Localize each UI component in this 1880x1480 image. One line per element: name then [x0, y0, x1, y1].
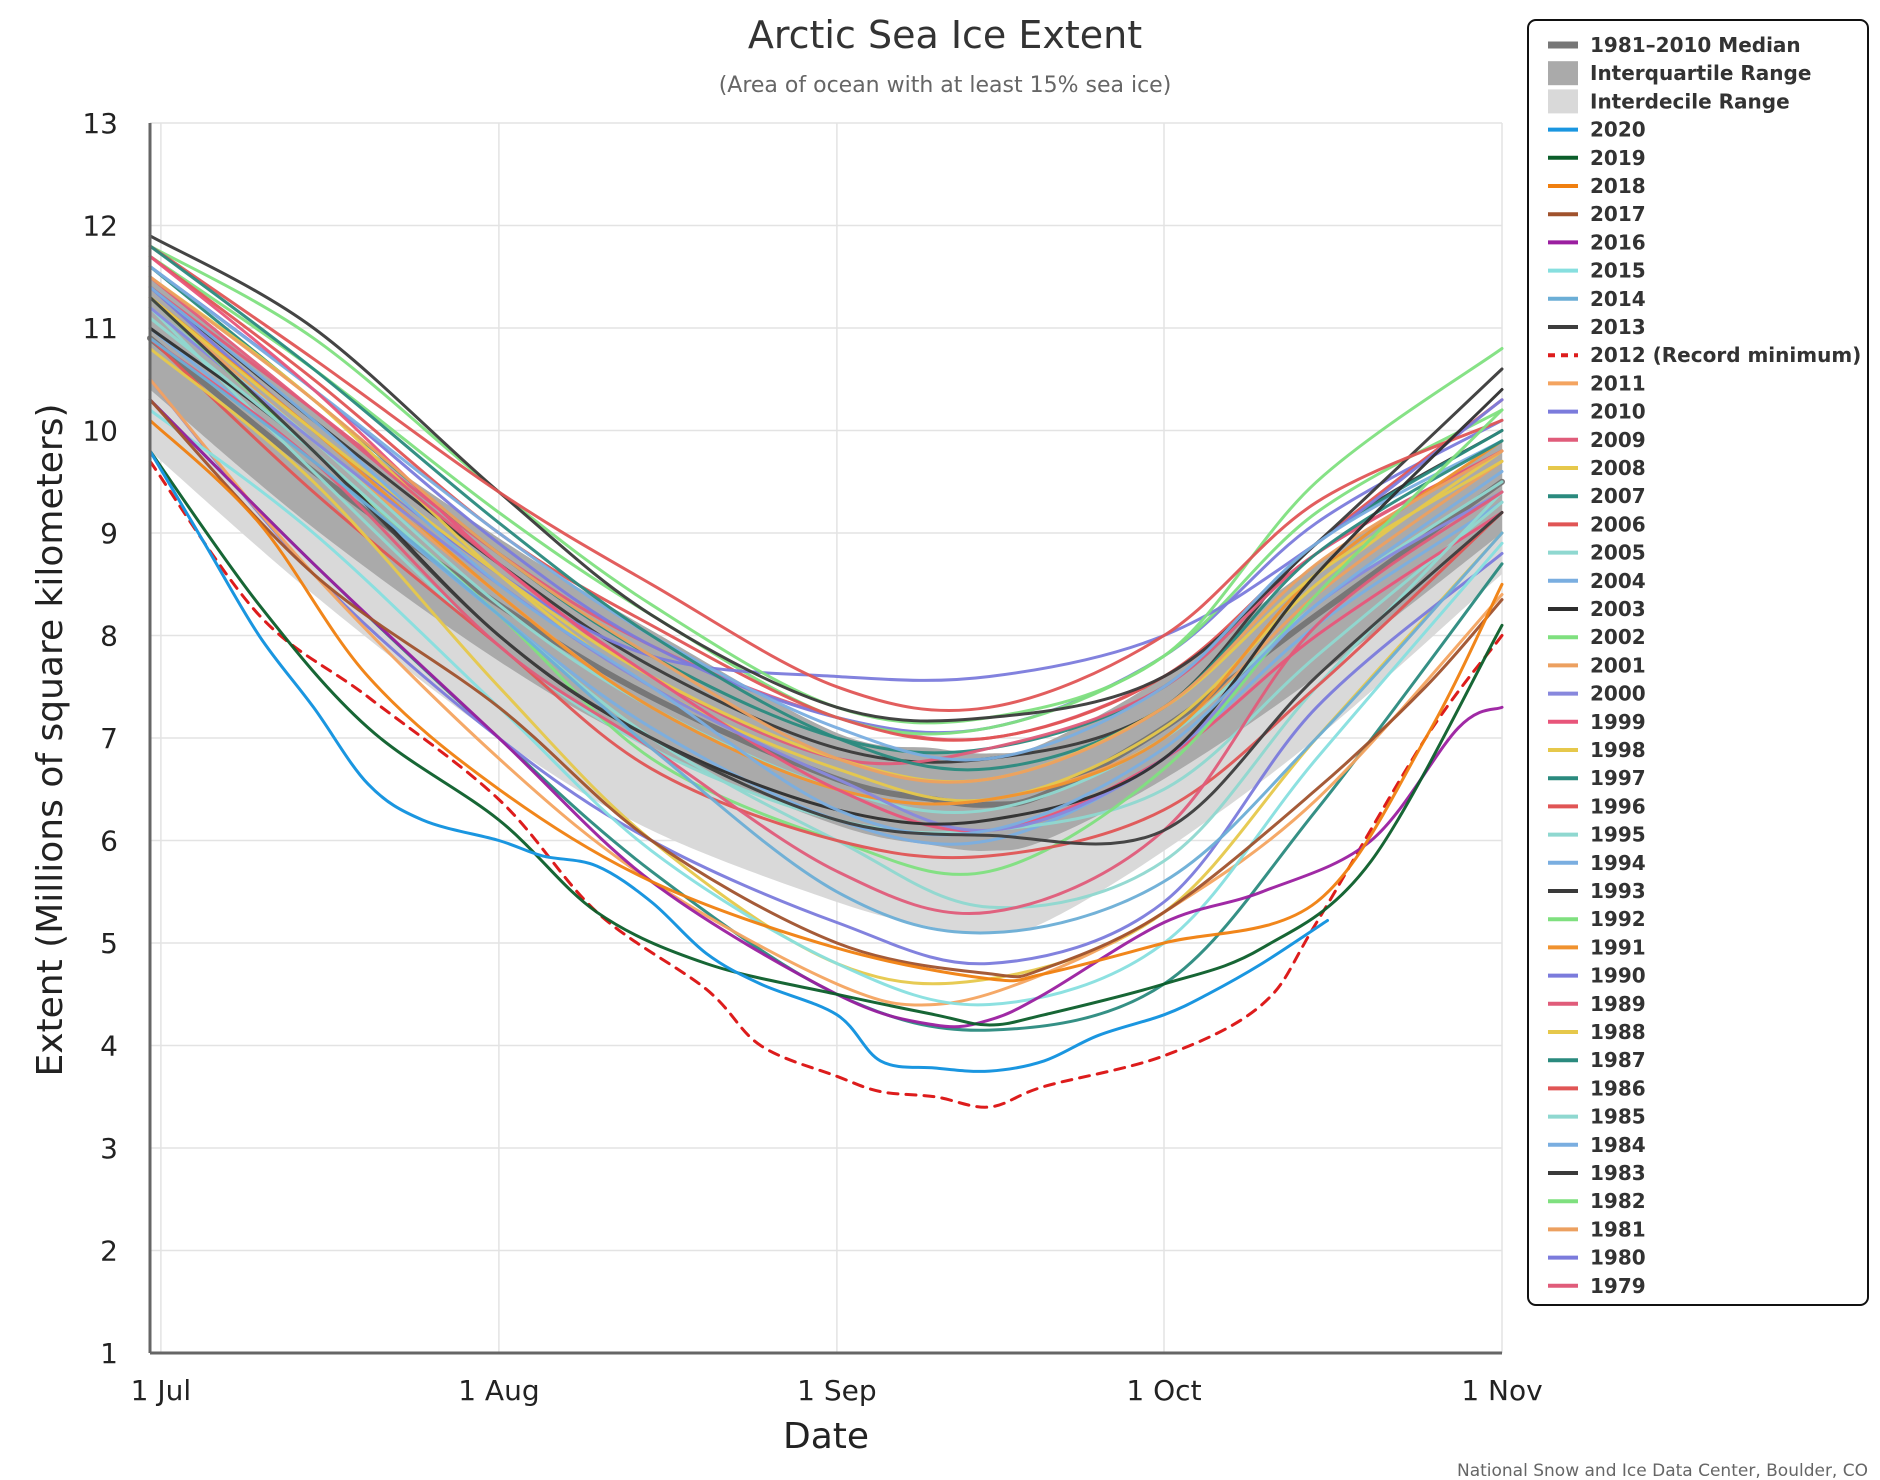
- series-line-2014: [148, 336, 1504, 935]
- legend-swatch: [1548, 89, 1578, 114]
- series-line-2004: [148, 285, 1504, 837]
- legend-label-1985: 1985: [1590, 1105, 1646, 1129]
- x-axis-label: Date: [783, 1416, 869, 1457]
- legend-label-1995: 1995: [1590, 823, 1646, 847]
- legend-label-2015: 2015: [1590, 259, 1646, 283]
- legend-label-2014: 2014: [1590, 287, 1646, 311]
- legend-label-1983: 1983: [1590, 1161, 1646, 1185]
- y-tick-label: 9: [100, 517, 118, 550]
- legend-label-1989: 1989: [1590, 992, 1646, 1016]
- legend-label-1979: 1979: [1590, 1274, 1646, 1298]
- series-line-2019: [148, 449, 1504, 1027]
- legend-label-2012: 2012 (Record minimum): [1590, 343, 1861, 367]
- x-tick-label: 1 Nov: [1461, 1374, 1542, 1407]
- legend-label-1998: 1998: [1590, 738, 1646, 762]
- series-line-2010: [148, 377, 1504, 966]
- legend-label-1987: 1987: [1590, 1048, 1646, 1072]
- x-tick-label: 1 Sep: [797, 1374, 877, 1407]
- legend-label-1992: 1992: [1590, 907, 1646, 931]
- y-tick-label: 11: [82, 312, 118, 345]
- y-tick-label: 6: [100, 825, 118, 858]
- series-line-1999: [148, 254, 1504, 833]
- legend-label-1980: 1980: [1590, 1246, 1646, 1270]
- legend-label-2004: 2004: [1590, 569, 1646, 593]
- legend-box: [1527, 19, 1869, 1306]
- y-tick-label: 1: [100, 1337, 118, 1370]
- legend-label-1991: 1991: [1590, 935, 1646, 959]
- x-tick-label: 1 Aug: [458, 1374, 539, 1407]
- y-tick-label: 2: [100, 1235, 118, 1268]
- legend-swatch: [1548, 61, 1578, 86]
- legend-label-2013: 2013: [1590, 315, 1646, 339]
- legend-label-1994: 1994: [1590, 851, 1646, 875]
- series-line-2009: [148, 336, 1504, 916]
- legend-label-1981: 1981: [1590, 1217, 1646, 1241]
- y-tick-label: 8: [100, 620, 118, 653]
- y-tick-label: 13: [82, 107, 118, 140]
- y-axis-label: Extent (Millions of square kilometers): [30, 403, 71, 1076]
- legend-label-2009: 2009: [1590, 428, 1646, 452]
- legend-label-2006: 2006: [1590, 512, 1646, 536]
- series-line-2001: [148, 275, 1504, 784]
- series-line-2020: [148, 449, 1329, 1073]
- legend-label-2005: 2005: [1590, 541, 1646, 565]
- chart-title: Arctic Sea Ice Extent: [748, 13, 1142, 57]
- legend-label-1999: 1999: [1590, 710, 1646, 734]
- chart-subtitle: (Area of ocean with at least 15% sea ice…: [719, 73, 1172, 98]
- legend-label-2007: 2007: [1590, 484, 1646, 508]
- legend-label-2017: 2017: [1590, 202, 1646, 226]
- legend-label-interdecile: Interdecile Range: [1590, 89, 1790, 113]
- credit-text: National Snow and Ice Data Center, Bould…: [1457, 1461, 1868, 1480]
- legend-label-2011: 2011: [1590, 371, 1646, 395]
- y-tick-label: 4: [100, 1030, 118, 1063]
- legend-label-1996: 1996: [1590, 794, 1646, 818]
- y-tick-label: 5: [100, 927, 118, 960]
- series-line-2018: [148, 418, 1504, 983]
- legend-label-2010: 2010: [1590, 400, 1646, 424]
- legend-label-2019: 2019: [1590, 146, 1646, 170]
- series-line-1994: [148, 265, 1504, 762]
- y-tick-label: 3: [100, 1132, 118, 1165]
- legend-label-1993: 1993: [1590, 879, 1646, 903]
- legend-label-2003: 2003: [1590, 597, 1646, 621]
- x-tick-label: 1 Oct: [1126, 1374, 1201, 1407]
- legend-label-2001: 2001: [1590, 653, 1646, 677]
- legend-label-1997: 1997: [1590, 766, 1646, 790]
- legend-label-2016: 2016: [1590, 230, 1646, 254]
- legend-label-1990: 1990: [1590, 964, 1646, 988]
- series-lines: [147, 234, 1505, 1109]
- y-tick-label: 7: [100, 722, 118, 755]
- series-line-2015: [148, 408, 1504, 1007]
- y-tick-label: 10: [82, 415, 118, 448]
- legend-label-1988: 1988: [1590, 1020, 1646, 1044]
- series-line-2016: [148, 398, 1504, 1029]
- series-line-1996: [148, 244, 1504, 713]
- legend-label-1981-2010: 1981–2010 Median: [1590, 33, 1801, 57]
- x-tick-labels: 1 Jul 1 Aug 1 Sep 1 Oct 1 Nov: [131, 1374, 1543, 1407]
- series-line-2017: [148, 398, 1504, 979]
- series-line-1993: [148, 234, 1504, 723]
- band-interdecile-range: [150, 338, 1502, 934]
- series-line-2011: [148, 377, 1504, 1007]
- legend-label-2020: 2020: [1590, 118, 1646, 142]
- y-tick-label: 12: [82, 210, 118, 243]
- legend-label-1984: 1984: [1590, 1133, 1646, 1157]
- legend-label-1982: 1982: [1590, 1189, 1646, 1213]
- legend-label-2000: 2000: [1590, 682, 1646, 706]
- legend-label-interquartile: Interquartile Range: [1590, 61, 1811, 85]
- legend: 1981–2010 Median Interquartile Range Inter…: [1527, 19, 1869, 1306]
- legend-label-2002: 2002: [1590, 625, 1646, 649]
- legend-label-2018: 2018: [1590, 174, 1646, 198]
- legend-label-2008: 2008: [1590, 456, 1646, 480]
- series-line-1983: [148, 285, 1504, 764]
- series-line-1997: [148, 244, 1504, 772]
- x-tick-label: 1 Jul: [131, 1374, 192, 1407]
- legend-label-1986: 1986: [1590, 1076, 1646, 1100]
